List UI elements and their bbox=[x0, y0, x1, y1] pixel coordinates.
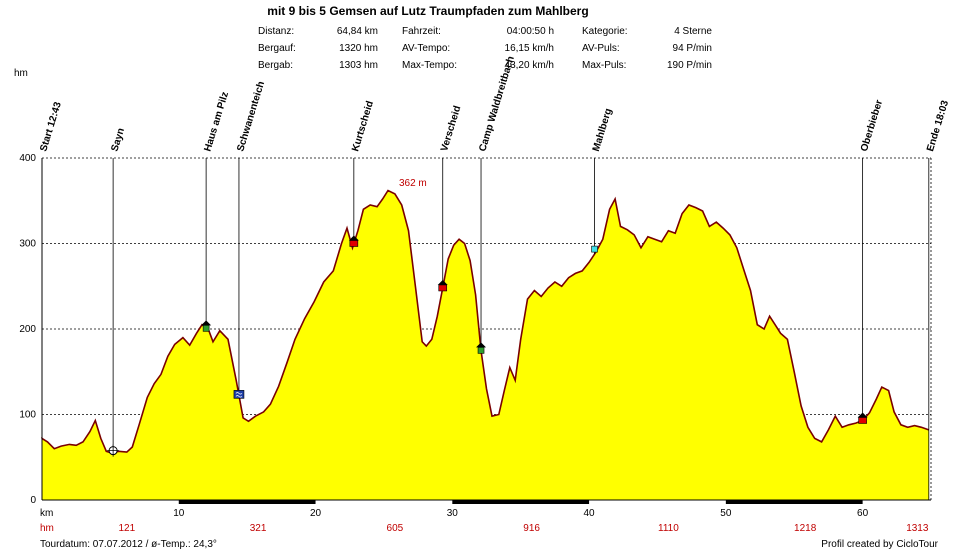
profile-area bbox=[42, 190, 929, 500]
waypoint-label: Sayn bbox=[109, 127, 127, 153]
stats-table: Distanz: 64,84 km Bergauf: 1320 hm Berga… bbox=[258, 26, 712, 71]
footer-right: Profil created by CicloTour bbox=[821, 539, 938, 550]
summit-icon-base bbox=[858, 417, 867, 424]
summit-icon bbox=[348, 235, 359, 247]
stat-label: Max-Tempo: bbox=[402, 60, 457, 71]
stat-value: 94 P/min bbox=[673, 43, 712, 54]
y-tick-label: 0 bbox=[30, 495, 36, 506]
water-icon bbox=[233, 390, 245, 399]
waypoint: Haus am Pilz bbox=[201, 91, 231, 332]
stat-label: Bergab: bbox=[258, 60, 293, 71]
bottom-row-value: 121 bbox=[118, 523, 135, 534]
stat-value: 190 P/min bbox=[667, 60, 712, 71]
waypoint: Oberbieber bbox=[857, 99, 885, 424]
house-icon-roof bbox=[476, 342, 487, 348]
summit-flag-icon bbox=[591, 245, 598, 253]
water-icon-waves bbox=[235, 392, 243, 398]
waypoint: Sayn bbox=[107, 127, 127, 457]
stat-label: Max-Puls: bbox=[582, 60, 626, 71]
summit-icon bbox=[437, 279, 448, 292]
scale-segment bbox=[452, 500, 590, 504]
bottom-row-values: 121 321 605 916 1110 1218 1313 bbox=[118, 523, 928, 534]
waypoint-label: Ende 18:03 bbox=[925, 99, 951, 153]
waypoint-label: Kurtscheid bbox=[350, 100, 376, 153]
summit-icon bbox=[857, 412, 868, 424]
scale-segment bbox=[178, 500, 316, 504]
tree-icon bbox=[201, 320, 212, 332]
stat-label: Fahrzeit: bbox=[402, 26, 441, 37]
summit-icon-roof bbox=[437, 279, 448, 285]
bottom-row-value: 1218 bbox=[794, 523, 817, 534]
x-tick-label: 50 bbox=[720, 508, 732, 519]
x-tick-label: 60 bbox=[857, 508, 869, 519]
water-icon-box bbox=[233, 390, 245, 399]
y-tick-label: 400 bbox=[19, 153, 36, 164]
waypoint-label: Haus am Pilz bbox=[202, 91, 231, 153]
peak-label: 362 m bbox=[399, 178, 427, 189]
y-axis-label: hm bbox=[14, 68, 28, 79]
waypoint-label: Schwanenteich bbox=[235, 80, 267, 153]
profile-line bbox=[41, 189, 930, 454]
sun-icon bbox=[107, 444, 120, 457]
stat-label: Kategorie: bbox=[582, 26, 628, 37]
bottom-row-value: 321 bbox=[250, 523, 267, 534]
summit-icon-roof bbox=[857, 412, 868, 418]
waypoint: Camp Waldbreitbach bbox=[476, 55, 517, 354]
stat-label: Bergauf: bbox=[258, 43, 296, 54]
x-tick-label: 40 bbox=[584, 508, 596, 519]
stat-value: 4 Sterne bbox=[674, 26, 712, 37]
x-tick-label: 10 bbox=[173, 508, 185, 519]
x-axis-label: km bbox=[40, 508, 53, 519]
y-tick-label: 200 bbox=[19, 324, 36, 335]
waypoint-label: Start 12:43 bbox=[38, 100, 64, 153]
y-tick-label: 100 bbox=[19, 410, 36, 421]
house-icon bbox=[476, 342, 487, 354]
stat-label: AV-Tempo: bbox=[402, 43, 450, 54]
y-tick-label: 300 bbox=[19, 239, 36, 250]
waypoint: Ende 18:03 bbox=[925, 99, 951, 500]
y-tick-labels: 0 100 200 300 400 bbox=[19, 153, 36, 506]
chart-title: mit 9 bis 5 Gemsen auf Lutz Traumpfaden … bbox=[267, 4, 588, 18]
bottom-row-value: 605 bbox=[387, 523, 404, 534]
summit-icon-base bbox=[349, 240, 359, 247]
x-tick-label: 30 bbox=[447, 508, 459, 519]
stat-value: 04:00:50 h bbox=[507, 26, 554, 37]
waypoint-label: Verscheid bbox=[439, 104, 463, 152]
sun-icon-rays bbox=[107, 444, 120, 457]
stat-value: 1320 hm bbox=[339, 43, 378, 54]
stat-label: Distanz: bbox=[258, 26, 294, 37]
bottom-row-value: 916 bbox=[523, 523, 540, 534]
stat-value: 43,20 km/h bbox=[505, 60, 554, 71]
scale-segment bbox=[725, 500, 863, 504]
waypoint-label: Camp Waldbreitbach bbox=[477, 55, 516, 153]
bottom-row-value: 1313 bbox=[906, 523, 929, 534]
footer-left: Tourdatum: 07.07.2012 / ø-Temp.: 24,3° bbox=[40, 539, 217, 550]
summit-icon-roof bbox=[348, 235, 359, 241]
bottom-row-label: hm bbox=[40, 523, 54, 534]
stat-label: AV-Puls: bbox=[582, 43, 620, 54]
stat-value: 64,84 km bbox=[337, 26, 378, 37]
summit-icon-base bbox=[438, 284, 448, 292]
waypoint-label: Oberbieber bbox=[859, 99, 885, 153]
stat-value: 16,15 km/h bbox=[505, 43, 554, 54]
bottom-row-value: 1110 bbox=[658, 523, 679, 534]
x-axis: 10 20 30 40 50 60 bbox=[41, 158, 931, 519]
waypoint: Schwanenteich bbox=[233, 80, 267, 399]
stat-value: 1303 hm bbox=[339, 60, 378, 71]
tree-icon-roof bbox=[201, 320, 212, 326]
house-icon-base bbox=[477, 347, 485, 354]
waypoint-label: Mahlberg bbox=[591, 107, 615, 153]
x-tick-label: 20 bbox=[310, 508, 322, 519]
tree-icon-base bbox=[202, 325, 210, 332]
